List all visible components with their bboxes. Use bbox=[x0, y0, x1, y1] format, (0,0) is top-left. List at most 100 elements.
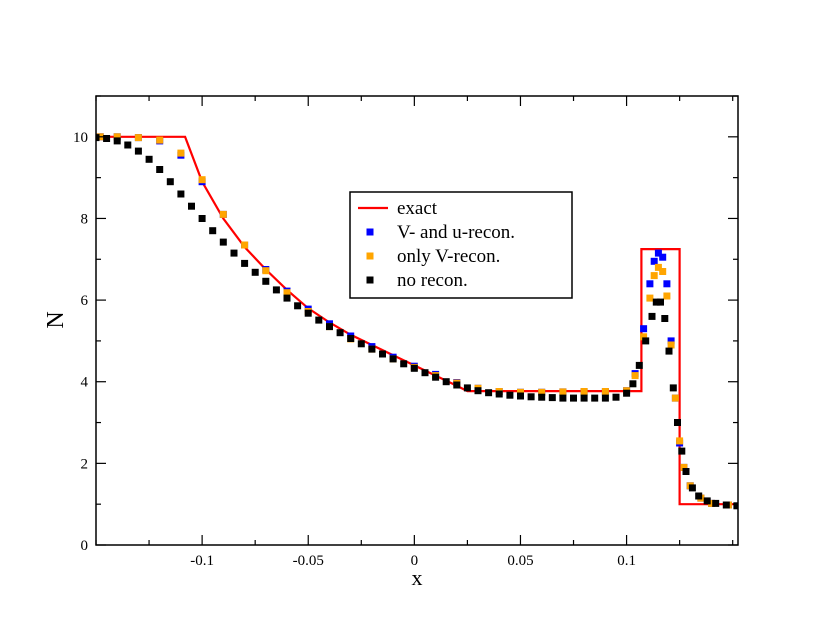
point-no-recon bbox=[652, 298, 660, 306]
x-tick-label: 0.1 bbox=[617, 553, 636, 569]
legend-label-exact: exact bbox=[397, 198, 438, 219]
plot-frame bbox=[95, 95, 739, 546]
x-tick-label: -0.1 bbox=[190, 553, 214, 569]
point-no-recon bbox=[188, 202, 195, 210]
point-no-recon bbox=[166, 178, 174, 186]
point-no-recon bbox=[230, 249, 238, 257]
point-only-v-recon bbox=[559, 388, 567, 396]
point-no-recon bbox=[623, 389, 631, 397]
point-no-recon bbox=[304, 309, 312, 317]
point-no-recon bbox=[463, 384, 471, 392]
point-no-recon bbox=[198, 215, 206, 222]
point-only-v-recon bbox=[538, 388, 546, 396]
point-no-recon bbox=[241, 259, 249, 267]
point-only-v-recon bbox=[667, 341, 675, 349]
point-no-recon bbox=[570, 394, 577, 402]
legend-swatch-no-recon bbox=[366, 276, 374, 284]
point-no-recon bbox=[410, 364, 418, 372]
point-only-v-recon bbox=[262, 267, 270, 275]
point-no-recon bbox=[722, 501, 730, 509]
point-no-recon bbox=[629, 380, 637, 388]
point-v-and-u-recon bbox=[646, 280, 654, 288]
point-no-recon bbox=[548, 394, 556, 402]
legend-label-only-v-recon: only V-recon. bbox=[397, 246, 500, 267]
point-no-recon bbox=[124, 141, 132, 149]
point-no-recon bbox=[326, 323, 333, 331]
point-only-v-recon bbox=[156, 136, 164, 144]
point-no-recon bbox=[612, 393, 620, 401]
y-tick-label: 10 bbox=[73, 130, 88, 146]
data-layer bbox=[96, 133, 738, 510]
legend: exact V- and u-recon. only V-recon. no reco… bbox=[349, 191, 573, 299]
point-no-recon bbox=[712, 499, 720, 507]
point-no-recon bbox=[442, 378, 450, 386]
point-no-recon bbox=[506, 391, 514, 399]
point-no-recon bbox=[432, 373, 440, 381]
point-no-recon bbox=[283, 294, 291, 302]
point-only-v-recon bbox=[676, 437, 684, 445]
point-no-recon bbox=[400, 360, 408, 368]
point-no-recon bbox=[156, 166, 164, 173]
point-only-v-recon bbox=[646, 294, 654, 302]
point-no-recon bbox=[272, 286, 280, 294]
point-no-recon bbox=[591, 394, 599, 402]
point-no-recon bbox=[134, 147, 142, 155]
point-only-v-recon bbox=[631, 372, 639, 380]
point-v-and-u-recon bbox=[650, 257, 658, 265]
point-no-recon bbox=[695, 492, 703, 500]
point-no-recon bbox=[559, 394, 567, 402]
point-only-v-recon bbox=[708, 499, 715, 507]
point-no-recon bbox=[177, 190, 185, 198]
point-only-v-recon bbox=[601, 388, 609, 395]
point-no-recon bbox=[262, 277, 270, 285]
point-no-recon bbox=[251, 268, 259, 276]
point-v-and-u-recon bbox=[640, 325, 648, 333]
point-no-recon bbox=[642, 337, 650, 345]
series-only-v-recon bbox=[96, 133, 732, 509]
x-tick-label: 0.05 bbox=[507, 553, 533, 569]
point-only-v-recon bbox=[113, 133, 121, 141]
point-no-recon bbox=[219, 238, 227, 246]
point-no-recon bbox=[474, 387, 482, 395]
point-no-recon bbox=[113, 137, 121, 145]
point-no-recon bbox=[678, 447, 686, 455]
point-no-recon bbox=[665, 347, 673, 355]
point-only-v-recon bbox=[134, 134, 142, 142]
point-only-v-recon bbox=[283, 289, 291, 297]
y-tick-label: 6 bbox=[81, 293, 89, 309]
point-no-recon bbox=[421, 369, 429, 377]
point-only-v-recon bbox=[177, 149, 185, 157]
point-only-v-recon bbox=[517, 388, 524, 396]
point-no-recon bbox=[703, 497, 711, 505]
legend-label-v-and-u-recon: V- and u-recon. bbox=[397, 222, 515, 243]
point-no-recon bbox=[336, 329, 344, 337]
point-only-v-recon bbox=[241, 241, 249, 249]
point-only-v-recon bbox=[671, 394, 679, 402]
point-no-recon bbox=[379, 350, 386, 358]
point-no-recon bbox=[357, 340, 365, 348]
point-no-recon bbox=[209, 227, 217, 235]
series-v-and-u-recon bbox=[96, 133, 732, 509]
point-v-and-u-recon bbox=[654, 249, 662, 257]
y-tick-label: 4 bbox=[81, 375, 89, 391]
point-only-v-recon bbox=[580, 388, 588, 395]
point-no-recon bbox=[368, 345, 376, 353]
point-only-v-recon bbox=[663, 292, 671, 300]
point-only-v-recon bbox=[654, 263, 662, 271]
point-only-v-recon bbox=[659, 268, 667, 275]
point-v-and-u-recon bbox=[659, 253, 667, 261]
point-no-recon bbox=[661, 315, 669, 322]
x-tick-label: 0 bbox=[411, 553, 419, 569]
point-v-and-u-recon bbox=[667, 337, 675, 345]
point-only-v-recon bbox=[219, 210, 227, 218]
y-tick-label: 0 bbox=[81, 538, 89, 554]
point-no-recon bbox=[103, 135, 111, 142]
series-no-recon bbox=[96, 134, 738, 510]
point-no-recon bbox=[657, 298, 664, 306]
point-no-recon bbox=[485, 389, 493, 397]
point-no-recon bbox=[538, 393, 546, 401]
point-no-recon bbox=[145, 155, 153, 163]
point-no-recon bbox=[389, 355, 397, 363]
point-no-recon bbox=[674, 419, 681, 426]
